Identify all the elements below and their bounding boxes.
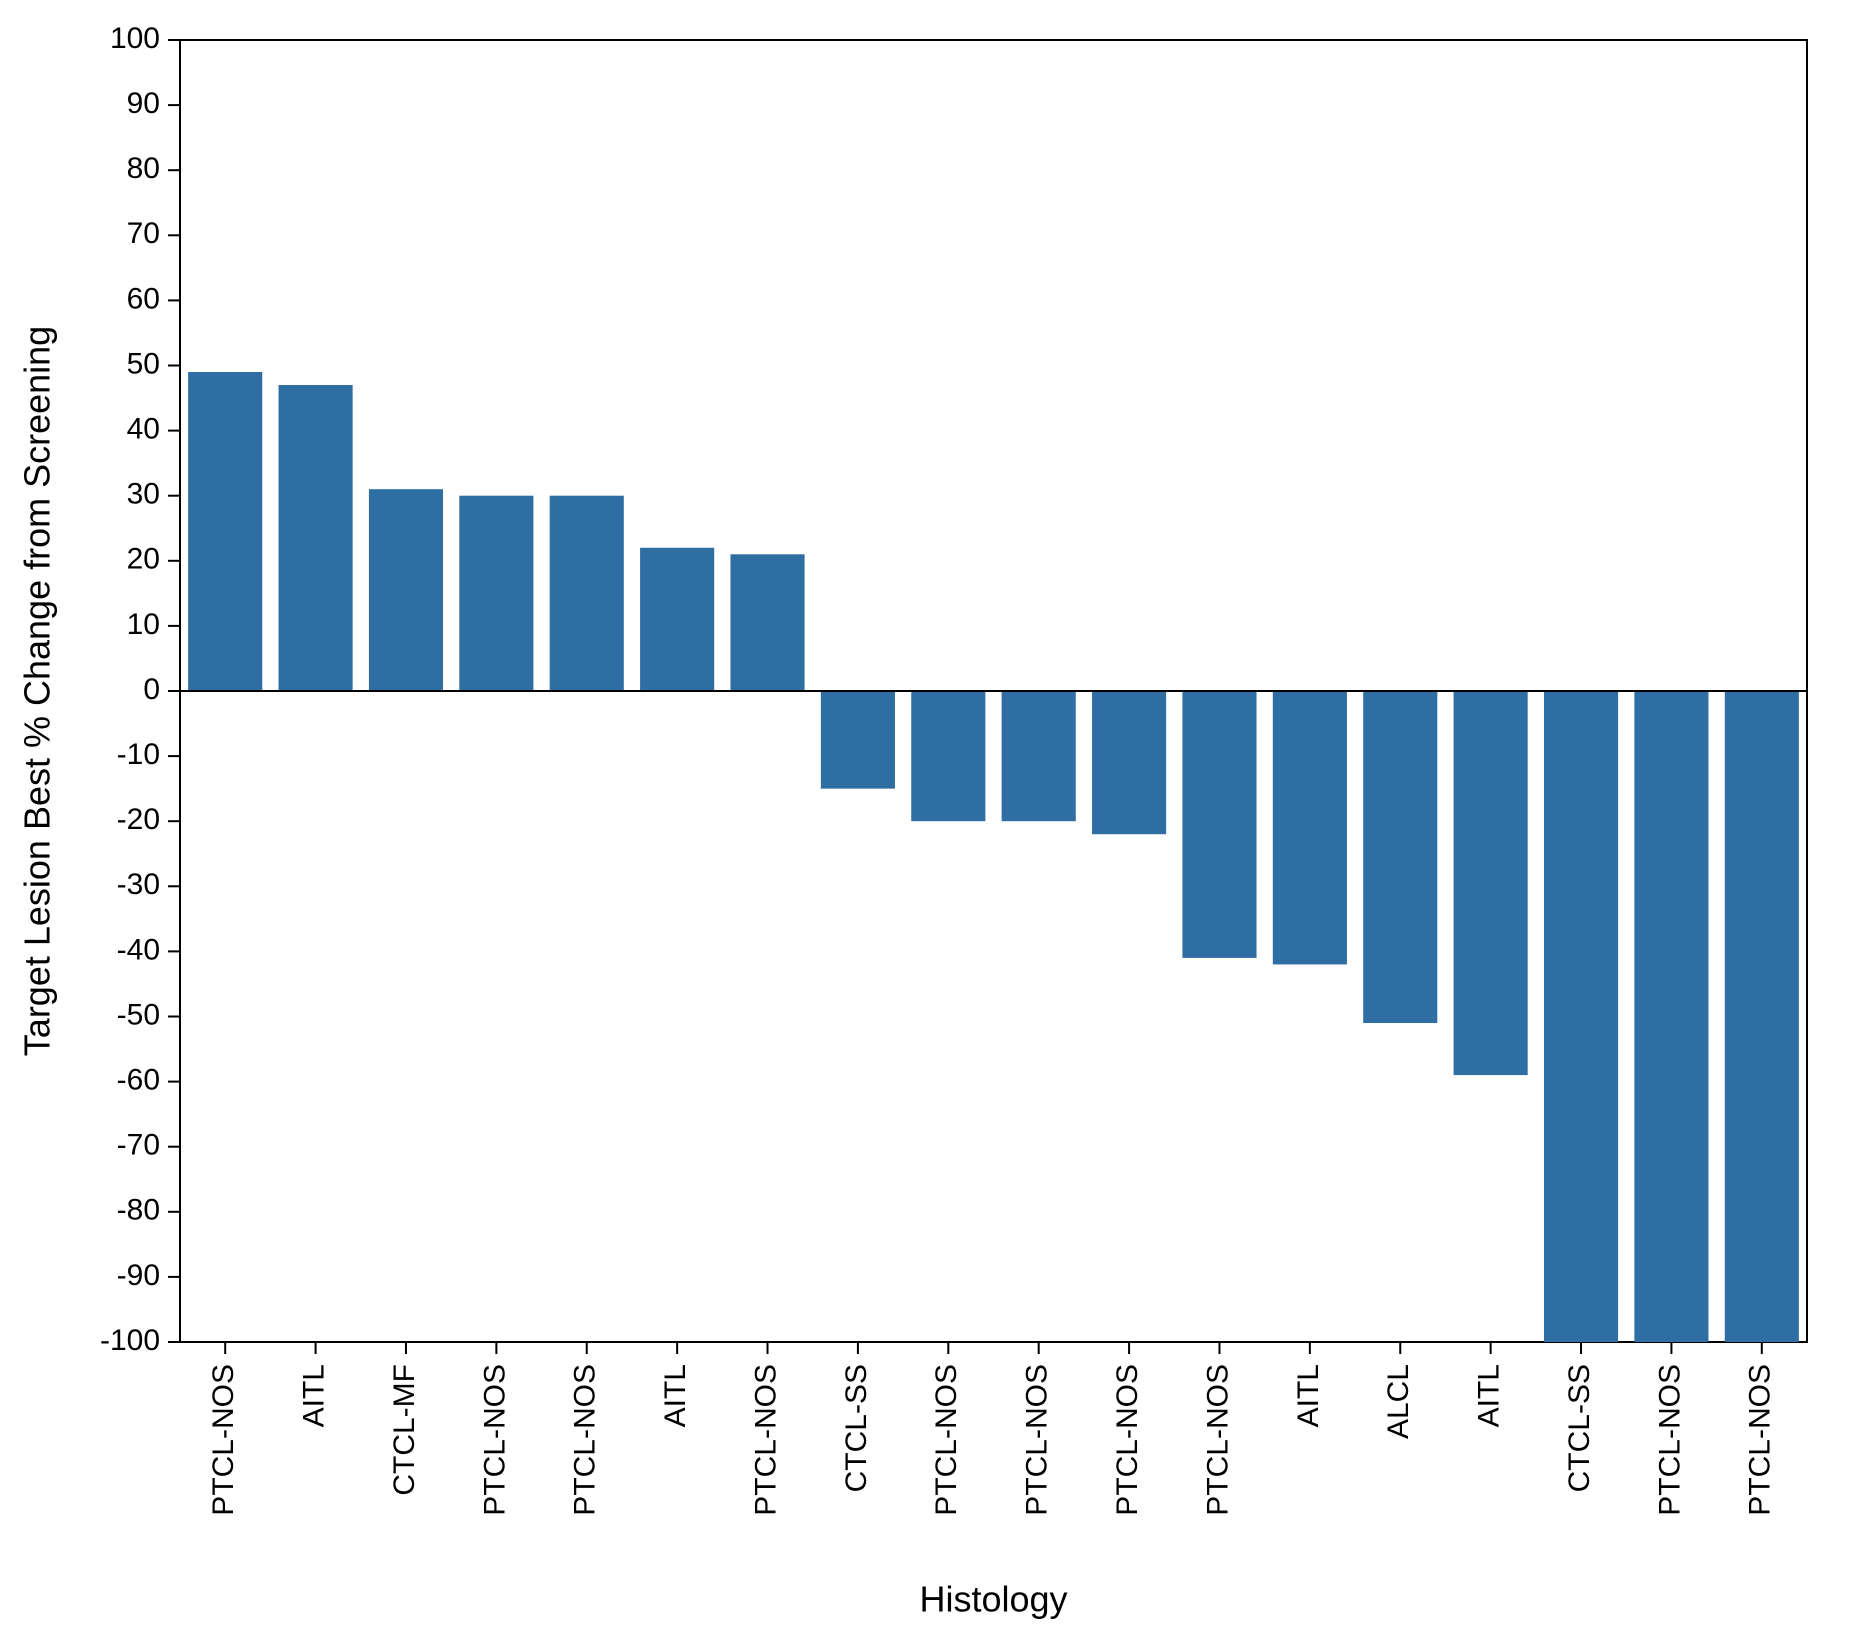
y-tick-label: 50 bbox=[127, 347, 160, 380]
y-tick-label: -90 bbox=[117, 1259, 160, 1292]
bar bbox=[1363, 691, 1437, 1023]
x-tick-label: CTCL-SS bbox=[840, 1364, 873, 1492]
y-tick-label: 10 bbox=[127, 608, 160, 641]
x-tick-label: PTCL-NOS bbox=[1201, 1364, 1234, 1516]
x-tick-label: ALCL bbox=[1382, 1364, 1415, 1439]
x-tick-label: AITL bbox=[1292, 1364, 1325, 1427]
x-tick-label: PTCL-NOS bbox=[1653, 1364, 1686, 1516]
x-tick-label: AITL bbox=[298, 1364, 331, 1427]
bar bbox=[640, 548, 714, 691]
y-axis-title: Target Lesion Best % Change from Screeni… bbox=[17, 326, 58, 1056]
x-axis-title: Histology bbox=[919, 1579, 1067, 1620]
bar bbox=[1182, 691, 1256, 958]
bar bbox=[369, 489, 443, 691]
x-tick-label: PTCL-NOS bbox=[1021, 1364, 1054, 1516]
y-tick-label: -30 bbox=[117, 868, 160, 901]
bar bbox=[1634, 691, 1708, 1342]
y-tick-label: -100 bbox=[100, 1324, 160, 1357]
bar bbox=[730, 554, 804, 691]
y-tick-label: 0 bbox=[143, 673, 160, 706]
waterfall-chart: -100-90-80-70-60-50-40-30-20-10010203040… bbox=[0, 0, 1867, 1637]
y-tick-label: 100 bbox=[110, 22, 160, 55]
x-tick-label: PTCL-NOS bbox=[930, 1364, 963, 1516]
y-tick-label: 70 bbox=[127, 217, 160, 250]
bar bbox=[1454, 691, 1528, 1075]
bar bbox=[911, 691, 985, 821]
y-tick-label: 80 bbox=[127, 152, 160, 185]
x-tick-label: PTCL-NOS bbox=[207, 1364, 240, 1516]
x-tick-label: PTCL-NOS bbox=[569, 1364, 602, 1516]
x-tick-label: PTCL-NOS bbox=[478, 1364, 511, 1516]
bar bbox=[459, 496, 533, 691]
x-tick-label: CTCL-MF bbox=[388, 1364, 421, 1496]
bar bbox=[1725, 691, 1799, 1342]
bar bbox=[1273, 691, 1347, 964]
x-tick-label: AITL bbox=[1473, 1364, 1506, 1427]
y-tick-label: -40 bbox=[117, 933, 160, 966]
y-tick-label: -60 bbox=[117, 1064, 160, 1097]
chart-svg: -100-90-80-70-60-50-40-30-20-10010203040… bbox=[0, 0, 1867, 1632]
y-tick-label: 40 bbox=[127, 413, 160, 446]
y-tick-label: -70 bbox=[117, 1129, 160, 1162]
y-tick-label: 30 bbox=[127, 478, 160, 511]
bar bbox=[188, 372, 262, 691]
bar bbox=[821, 691, 895, 789]
y-tick-label: 90 bbox=[127, 87, 160, 120]
y-tick-label: -50 bbox=[117, 998, 160, 1031]
x-tick-label: PTCL-NOS bbox=[1744, 1364, 1777, 1516]
bar bbox=[1092, 691, 1166, 834]
bar bbox=[279, 385, 353, 691]
bar bbox=[1002, 691, 1076, 821]
bar bbox=[1544, 691, 1618, 1342]
y-tick-label: -10 bbox=[117, 738, 160, 771]
y-tick-label: 20 bbox=[127, 543, 160, 576]
x-tick-label: PTCL-NOS bbox=[749, 1364, 782, 1516]
y-tick-label: 60 bbox=[127, 282, 160, 315]
bar bbox=[550, 496, 624, 691]
x-tick-label: AITL bbox=[659, 1364, 692, 1427]
x-tick-label: CTCL-SS bbox=[1563, 1364, 1596, 1492]
x-tick-label: PTCL-NOS bbox=[1111, 1364, 1144, 1516]
y-tick-label: -20 bbox=[117, 803, 160, 836]
y-tick-label: -80 bbox=[117, 1194, 160, 1227]
